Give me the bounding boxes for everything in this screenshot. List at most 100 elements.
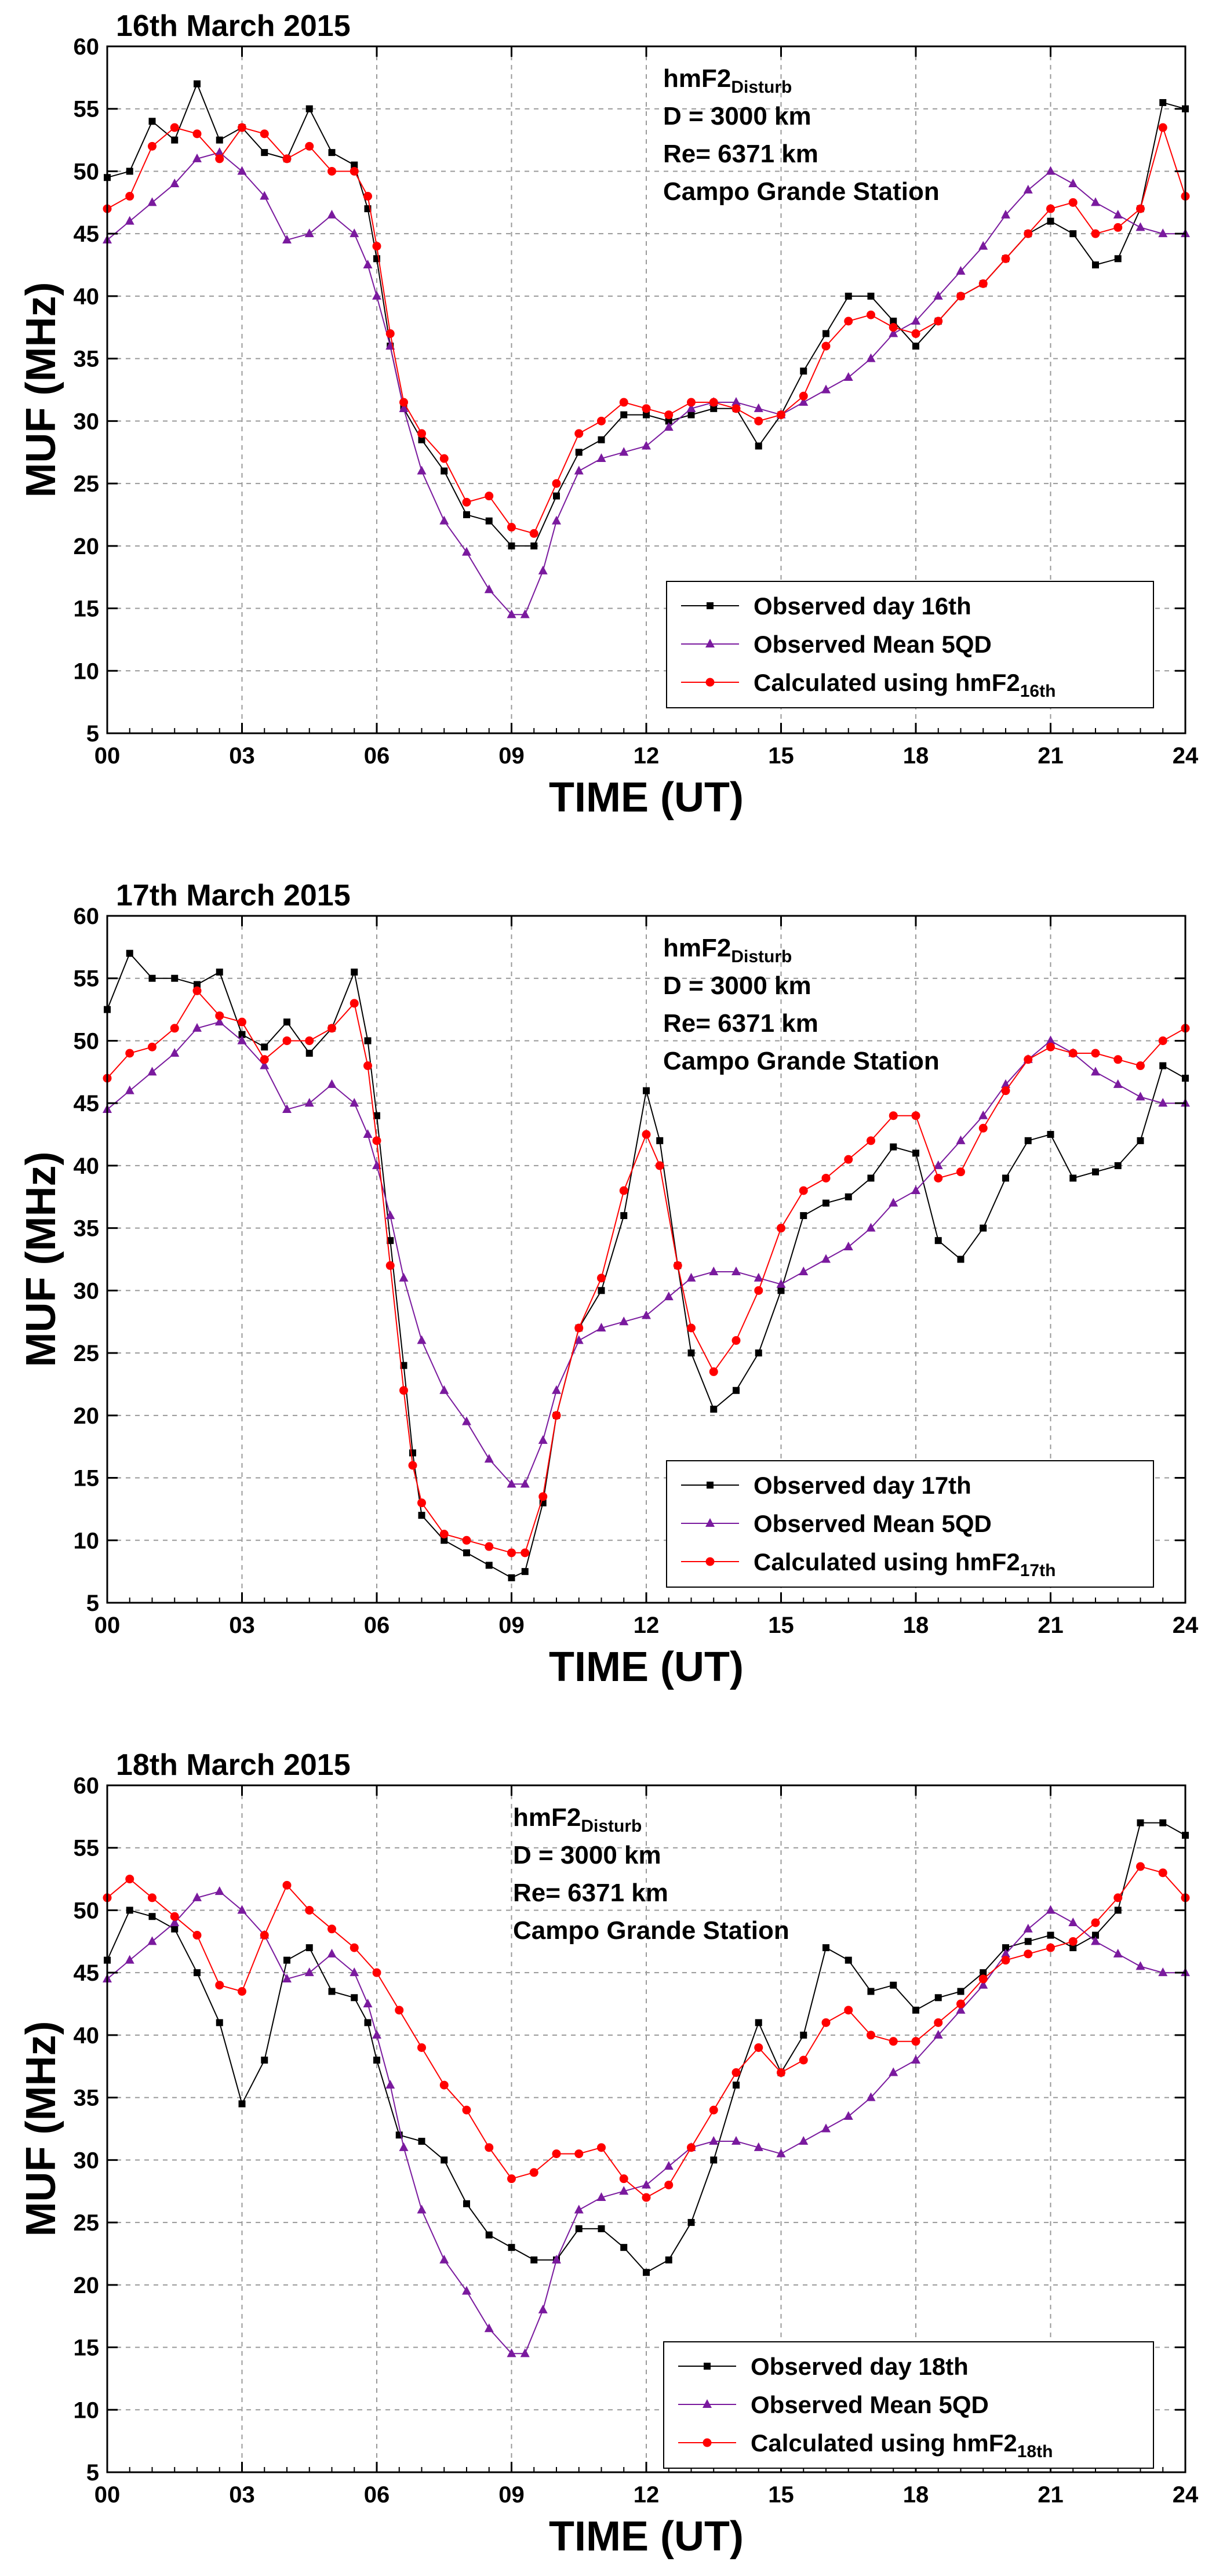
data-point	[912, 2006, 919, 2014]
data-point	[642, 441, 651, 450]
data-point	[1114, 1906, 1122, 1914]
data-point	[664, 422, 674, 431]
data-point	[214, 1017, 224, 1026]
data-point	[552, 1385, 561, 1394]
data-point	[866, 1222, 876, 1232]
data-point	[441, 2156, 448, 2164]
data-point	[417, 2204, 427, 2214]
data-point	[552, 2149, 561, 2159]
data-point	[619, 447, 629, 456]
x-tick-label: 09	[498, 2482, 525, 2508]
legend-label: Observed Mean 5QD	[754, 1510, 992, 1537]
data-point	[754, 403, 763, 412]
data-point	[687, 411, 695, 419]
x-tick-label: 12	[634, 743, 660, 769]
data-point	[890, 318, 897, 325]
x-tick-label: 18	[903, 743, 929, 769]
data-point	[400, 1362, 407, 1369]
data-point	[1135, 1961, 1145, 1970]
data-point	[1091, 1049, 1100, 1058]
gridlines	[107, 1785, 1185, 2472]
data-point	[261, 149, 268, 157]
data-point	[978, 1974, 988, 1984]
legend-entry: Observed Mean 5QD	[678, 2391, 989, 2418]
data-point	[194, 981, 201, 988]
data-point	[126, 1906, 133, 1914]
data-point	[799, 391, 808, 401]
data-point	[642, 1130, 651, 1139]
data-point	[867, 292, 875, 300]
legend-marker	[705, 1518, 715, 1527]
chart-panel-2: 00 03 06 09 12 15 18 21 24 5 10 15 20 25 30 35 40 45 50 55 6…	[18, 879, 1199, 1690]
data-point	[1001, 1079, 1010, 1088]
data-point	[911, 1185, 920, 1194]
data-point	[215, 1981, 224, 1990]
y-tick-label: 20	[74, 534, 100, 559]
annotation-hmf2: hmF2Disturb	[663, 934, 792, 966]
x-axis-label: TIME (UT)	[549, 1644, 744, 1690]
chart-title: 16th March 2015	[116, 9, 351, 43]
x-tick-label: 15	[768, 1613, 794, 1638]
legend-label: Observed day 16th	[754, 592, 971, 620]
data-point	[216, 2019, 223, 2026]
data-point	[643, 2269, 650, 2276]
data-point	[192, 129, 202, 139]
annotation-station: Campo Grande Station	[663, 1047, 940, 1075]
data-point	[417, 1498, 426, 1508]
data-point	[598, 1287, 605, 1294]
x-tick-label: 18	[903, 1613, 929, 1638]
data-point	[260, 1055, 269, 1064]
annotation-station: Campo Grande Station	[513, 1916, 789, 1945]
data-point	[1001, 1948, 1010, 1958]
data-point	[890, 1981, 897, 1989]
data-point	[484, 584, 494, 594]
data-point	[399, 403, 409, 412]
data-point	[1001, 1086, 1010, 1096]
data-point	[148, 141, 156, 151]
data-point	[125, 192, 134, 201]
data-point	[754, 1272, 763, 1282]
data-point	[327, 1948, 337, 1958]
data-point	[237, 1905, 247, 1914]
data-point	[417, 2043, 426, 2052]
chart-panel-3: 00 03 06 09 12 15 18 21 24 5 10 15 20 25 30 35 40 45 50 55 6…	[18, 1748, 1199, 2560]
data-point	[687, 398, 696, 407]
data-point	[538, 2304, 548, 2313]
data-point	[520, 609, 530, 618]
data-point	[282, 1973, 292, 1982]
data-point	[216, 136, 223, 144]
data-point	[439, 2254, 449, 2264]
data-point	[754, 2142, 763, 2151]
data-point	[1135, 1091, 1145, 1101]
data-point	[574, 2204, 584, 2214]
data-point	[1046, 1035, 1056, 1045]
data-point	[821, 1173, 831, 1183]
y-tick-label: 60	[74, 34, 100, 60]
data-point	[598, 2225, 605, 2232]
legend-label: Calculated using hmF217th	[754, 1548, 1056, 1580]
data-point	[192, 986, 202, 995]
data-point	[1092, 1168, 1099, 1176]
data-point	[462, 497, 471, 507]
data-point	[777, 1224, 785, 1233]
data-point	[351, 968, 358, 976]
y-tick-label: 30	[74, 409, 100, 434]
data-point	[350, 166, 359, 176]
data-point	[192, 1892, 202, 1901]
data-point	[912, 343, 919, 350]
data-point	[538, 565, 548, 574]
data-point	[261, 1043, 268, 1051]
data-point	[485, 1562, 493, 1569]
data-point	[843, 2111, 853, 2120]
data-point	[508, 2244, 515, 2251]
data-point	[170, 179, 180, 187]
data-point	[507, 1548, 516, 1558]
data-point	[552, 1411, 561, 1420]
legend-marker	[705, 1557, 715, 1566]
x-tick-label: 18	[903, 2482, 929, 2508]
data-point	[1113, 1948, 1123, 1958]
data-point	[956, 1135, 966, 1144]
data-point	[978, 1980, 988, 1989]
data-point	[800, 1212, 807, 1220]
data-point	[214, 147, 224, 157]
